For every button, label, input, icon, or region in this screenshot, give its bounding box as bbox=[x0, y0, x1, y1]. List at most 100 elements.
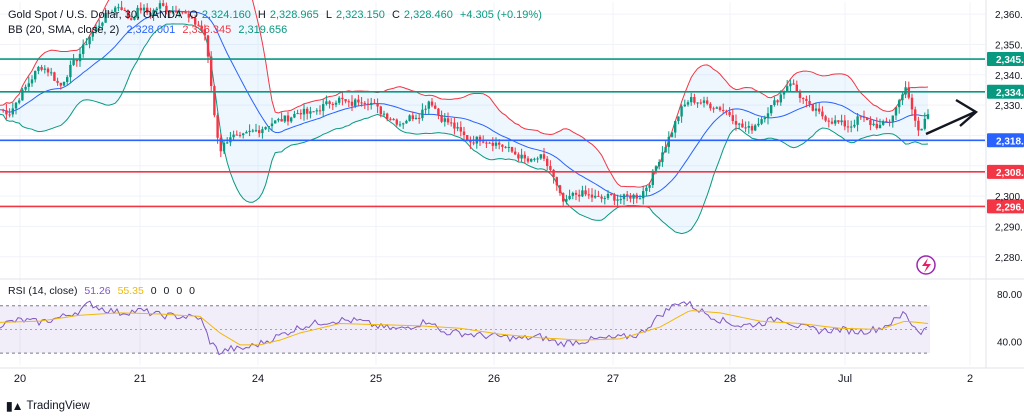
candle-body-268 bbox=[856, 116, 859, 125]
candle-body-154 bbox=[491, 142, 494, 146]
candle-body-115 bbox=[366, 103, 370, 105]
candle-body-266 bbox=[850, 126, 853, 128]
rsi-extra-3: 0 bbox=[189, 285, 195, 297]
candle-body-78 bbox=[248, 130, 251, 132]
candle-body-238 bbox=[760, 119, 763, 124]
candle-body-262 bbox=[837, 120, 840, 123]
candle-body-155 bbox=[494, 142, 498, 146]
candle-body-110 bbox=[350, 101, 354, 106]
level-tag-3: 2,308. bbox=[996, 168, 1024, 179]
symbol-name[interactable]: Gold Spot / U.S. Dollar, 30, OANDA bbox=[8, 9, 183, 21]
candle-body-20 bbox=[62, 82, 66, 86]
level-tag-bg-3 bbox=[987, 164, 1024, 179]
rsi-indicator-header: RSI (14, close) 51.26 55.35 0 0 0 0 bbox=[8, 285, 199, 297]
candle-body-27 bbox=[85, 44, 88, 46]
candle-body-16 bbox=[50, 72, 53, 74]
candle-body-102 bbox=[325, 101, 328, 105]
candle-body-87 bbox=[277, 119, 280, 121]
candle-body-100 bbox=[318, 110, 322, 112]
candle-body-246 bbox=[786, 86, 789, 92]
candle-body-144 bbox=[459, 127, 462, 132]
level-tag-bg-2 bbox=[987, 133, 1024, 148]
level-tag-2: 2,318. bbox=[996, 136, 1024, 147]
flash-icon-ring bbox=[916, 255, 936, 275]
candle-body-148 bbox=[472, 142, 475, 144]
y-tick-label-6: 2,340. bbox=[995, 71, 1023, 82]
candle-body-125 bbox=[398, 124, 402, 126]
candle-body-157 bbox=[501, 144, 504, 147]
candle-body-61 bbox=[194, 18, 197, 25]
candle-body-138 bbox=[440, 114, 443, 122]
rsi-tick-label-1: 40.00 bbox=[997, 337, 1022, 348]
candle-body-58 bbox=[184, 11, 187, 14]
candle-body-210 bbox=[670, 132, 674, 137]
candle-body-92 bbox=[293, 113, 296, 118]
candle-body-203 bbox=[648, 185, 651, 188]
candle-body-49 bbox=[155, 8, 158, 11]
candle-body-8 bbox=[24, 86, 27, 90]
candle-body-116 bbox=[370, 102, 373, 105]
bb-label[interactable]: BB (20, SMA, close, 2) bbox=[8, 24, 120, 36]
candle-body-112 bbox=[357, 99, 360, 103]
level-tag-bg-1 bbox=[987, 84, 1024, 99]
candle-body-59 bbox=[187, 13, 190, 18]
level-tag-bg-0 bbox=[987, 52, 1024, 67]
candle-body-158 bbox=[504, 146, 507, 148]
candle-body-167 bbox=[533, 158, 536, 160]
candle-body-76 bbox=[242, 133, 245, 136]
candle-body-131 bbox=[418, 117, 421, 119]
candle-body-250 bbox=[798, 91, 802, 98]
candle-body-50 bbox=[158, 3, 162, 9]
candle-body-134 bbox=[427, 101, 430, 109]
candle-body-216 bbox=[690, 97, 693, 103]
candle-body-128 bbox=[408, 115, 411, 121]
candle-body-156 bbox=[498, 142, 501, 145]
candle-body-211 bbox=[674, 121, 677, 133]
candle-body-194 bbox=[619, 199, 622, 201]
candle-body-263 bbox=[840, 120, 843, 123]
candle-body-83 bbox=[264, 127, 267, 130]
candle-body-179 bbox=[571, 192, 574, 196]
candle-body-159 bbox=[507, 146, 510, 148]
candle-body-217 bbox=[693, 97, 696, 103]
candle-body-207 bbox=[661, 152, 664, 163]
candle-body-108 bbox=[344, 99, 347, 102]
x-tick-label-4: 26 bbox=[488, 373, 500, 385]
candle-body-277 bbox=[885, 121, 888, 123]
candle-body-201 bbox=[642, 191, 645, 199]
candle-body-33 bbox=[104, 12, 107, 23]
candle-body-261 bbox=[834, 120, 837, 124]
candle-body-21 bbox=[66, 77, 69, 83]
candle-body-230 bbox=[734, 121, 738, 125]
candle-body-46 bbox=[146, 7, 149, 13]
candle-body-3 bbox=[8, 114, 11, 116]
candle-body-89 bbox=[283, 115, 286, 122]
candle-body-39 bbox=[123, 9, 126, 11]
candle-body-269 bbox=[859, 116, 862, 118]
candle-body-289 bbox=[923, 118, 926, 129]
candle-body-279 bbox=[891, 115, 894, 122]
x-tick-label-1: 21 bbox=[134, 373, 146, 385]
candle-body-189 bbox=[603, 198, 606, 200]
rsi-label[interactable]: RSI (14, close) bbox=[8, 285, 78, 297]
candle-body-123 bbox=[392, 119, 395, 121]
tradingview-watermark[interactable]: ▮▲ TradingView bbox=[6, 399, 90, 413]
candle-body-195 bbox=[622, 194, 626, 200]
candle-body-133 bbox=[424, 108, 427, 110]
candle-body-93 bbox=[296, 113, 299, 115]
candle-body-254 bbox=[811, 104, 814, 111]
candle-body-255 bbox=[814, 108, 818, 111]
candle-body-191 bbox=[610, 193, 613, 195]
bb-indicator-header: BB (20, SMA, close, 2) 2,328.001 2,336.3… bbox=[8, 24, 291, 36]
close-value: 2,328.460 bbox=[403, 9, 453, 21]
candle-body-172 bbox=[549, 166, 552, 170]
y-tick-label-0: 2,280. bbox=[995, 253, 1023, 264]
candle-body-10 bbox=[30, 79, 34, 84]
tradingview-logo-icon: ▮▲ bbox=[6, 399, 24, 413]
candle-body-187 bbox=[597, 195, 600, 197]
candle-body-101 bbox=[322, 104, 325, 111]
candle-body-204 bbox=[651, 170, 654, 186]
candle-body-43 bbox=[136, 7, 139, 18]
candle-body-65 bbox=[206, 35, 210, 57]
